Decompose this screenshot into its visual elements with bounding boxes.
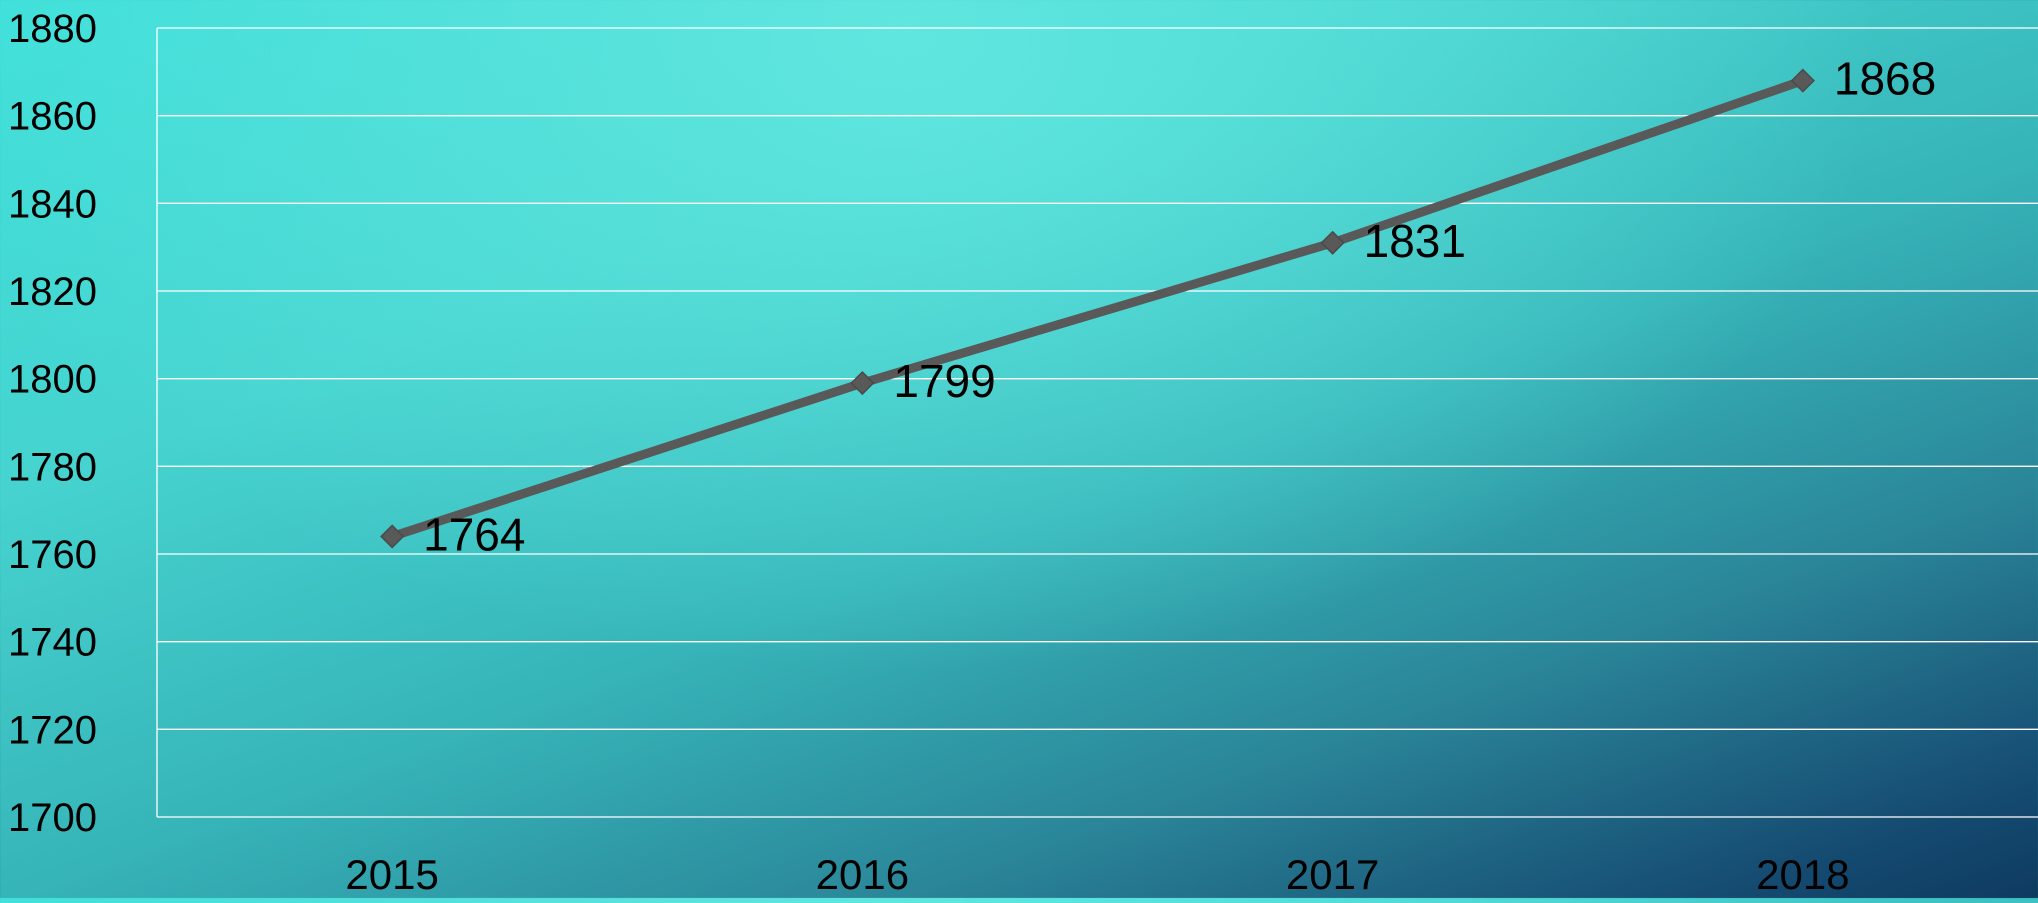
data-label: 1868 — [1834, 53, 1936, 105]
gridlines — [156, 27, 2038, 818]
data-point-marker — [1790, 68, 1815, 93]
y-tick-label: 1780 — [8, 445, 97, 489]
x-tick-label: 2017 — [1286, 851, 1379, 898]
y-tick-label: 1740 — [8, 621, 97, 665]
x-tick-label: 2016 — [816, 851, 909, 898]
y-tick-label: 1760 — [8, 533, 97, 577]
y-tick-label: 1700 — [8, 796, 97, 840]
y-tick-label: 1840 — [8, 182, 97, 226]
series-layer — [380, 68, 1815, 549]
y-tick-label: 1800 — [8, 358, 97, 402]
y-tick-label: 1720 — [8, 708, 97, 752]
y-tick-label: 1860 — [8, 95, 97, 139]
y-axis-tick-labels: 1700 1720 1740 1760 1780 1800 1820 1840 1860 1880 — [8, 7, 97, 840]
data-point-marker — [380, 524, 405, 549]
x-tick-label: 2015 — [345, 851, 438, 898]
y-tick-label: 1880 — [8, 7, 97, 51]
series-line — [387, 76, 1808, 541]
x-axis-tick-labels: 2015 2016 2017 2018 — [345, 851, 1849, 898]
data-point-marker — [850, 370, 875, 396]
y-tick-label: 1820 — [8, 270, 97, 314]
data-label: 1799 — [893, 355, 995, 407]
data-point-marker — [1320, 230, 1345, 255]
data-label: 1831 — [1364, 215, 1466, 267]
data-labels: 1764 1799 1831 1868 — [423, 53, 1936, 561]
x-tick-label: 2018 — [1756, 851, 1849, 898]
data-label: 1764 — [423, 508, 525, 560]
